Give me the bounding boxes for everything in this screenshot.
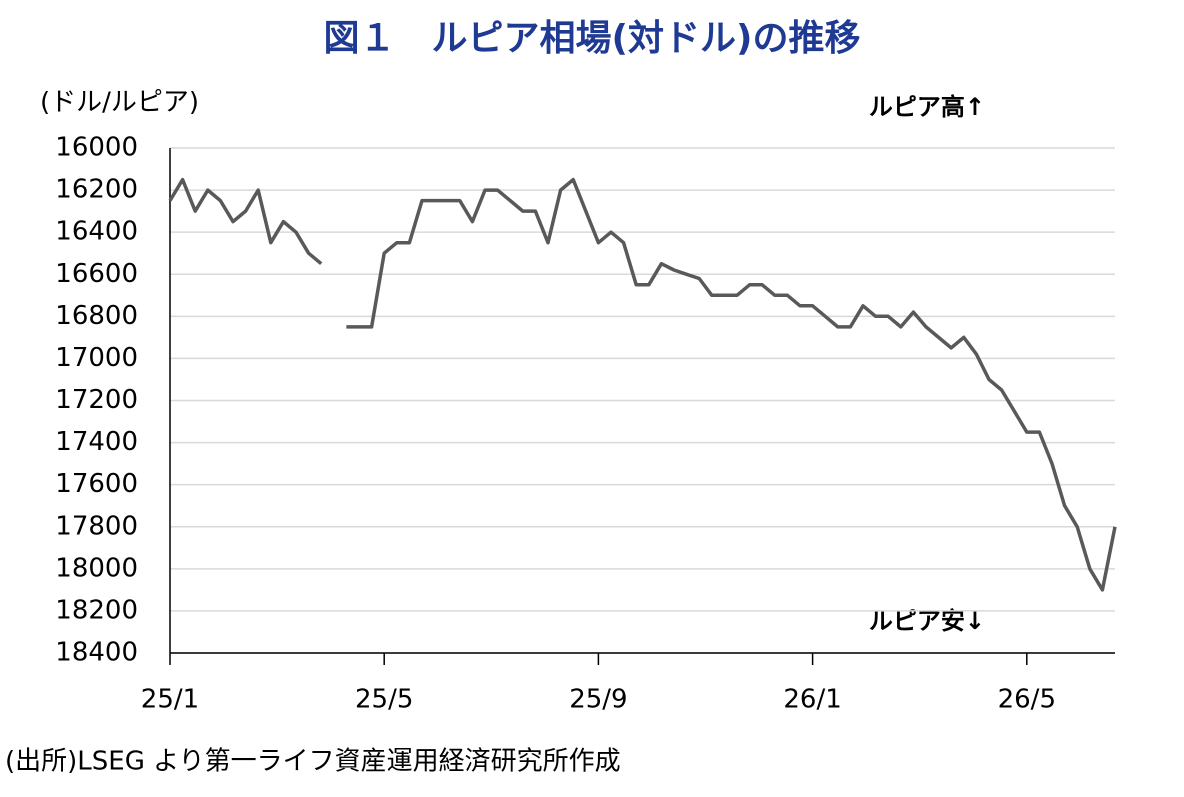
y-tick-label: 18200 (55, 595, 138, 625)
x-tick-label: 25/1 (141, 685, 199, 715)
y-tick-label: 17800 (55, 511, 138, 541)
x-tick-label: 25/9 (569, 685, 627, 715)
y-tick-label: 16400 (55, 217, 138, 247)
y-tick-label: 17400 (55, 427, 138, 457)
annotation: ルピア高↑ (869, 93, 985, 121)
y-tick-label: 16200 (55, 175, 138, 205)
x-tick-label: 26/1 (783, 685, 841, 715)
y-tick-label: 17200 (55, 385, 138, 415)
source-note: (出所)LSEG より第一ライフ資産運用経済研究所作成 (5, 747, 621, 777)
y-tick-label: 17600 (55, 469, 138, 499)
y-tick-label: 18400 (55, 638, 138, 668)
y-axis-label: (ドル/ルピア) (40, 88, 199, 118)
y-tick-label: 17000 (55, 343, 138, 373)
y-tick-label: 16600 (55, 259, 138, 289)
y-tick-label: 16000 (55, 133, 138, 163)
data-line (168, 177, 1117, 592)
y-tick-label: 16800 (55, 301, 138, 331)
x-tick-label: 25/5 (355, 685, 413, 715)
y-tick-label: 18000 (55, 553, 138, 583)
chart-title: 図１ ルピア相場(対ドル)の推移 (324, 18, 861, 59)
x-tick-label: 26/5 (998, 685, 1056, 715)
